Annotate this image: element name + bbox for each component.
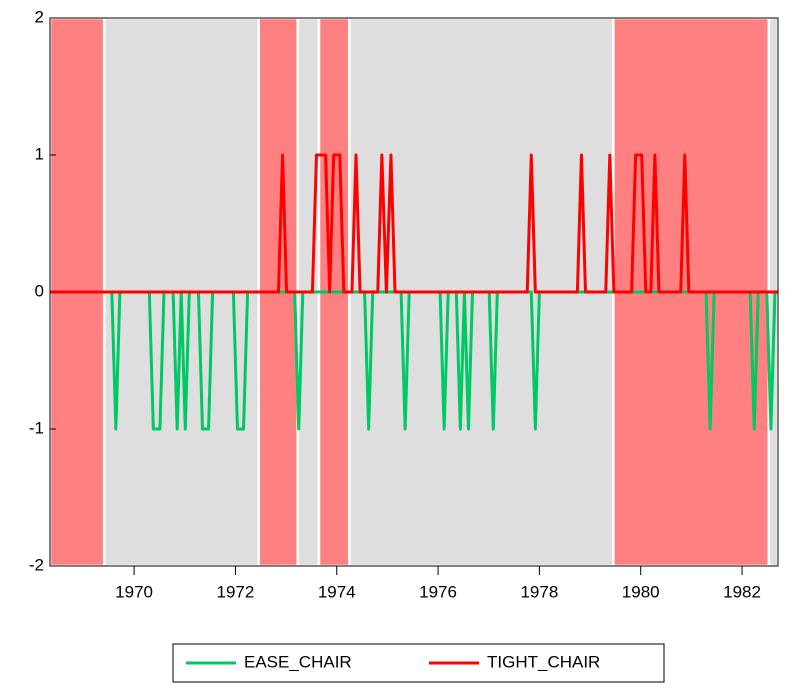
y-tick-label: 1: [35, 144, 44, 163]
y-tick-label: -1: [29, 418, 44, 437]
x-tick-label: 1970: [115, 582, 153, 601]
legend-label: TIGHT_CHAIR: [487, 652, 600, 671]
series-line: [50, 153, 778, 294]
x-tick-label: 1980: [622, 582, 660, 601]
y-tick-label: 0: [35, 281, 44, 300]
x-tick-label: 1974: [318, 582, 356, 601]
x-tick-label: 1972: [217, 582, 255, 601]
legend-box: [172, 643, 665, 683]
y-tick-label: -2: [29, 555, 44, 574]
y-tick-label: 2: [35, 7, 44, 26]
x-tick-label: 1976: [419, 582, 457, 601]
x-tick-label: 1982: [723, 582, 761, 601]
legend-label: EASE_CHAIR: [244, 652, 352, 671]
x-tick-label: 1978: [520, 582, 558, 601]
plot-frame: [49, 17, 779, 567]
